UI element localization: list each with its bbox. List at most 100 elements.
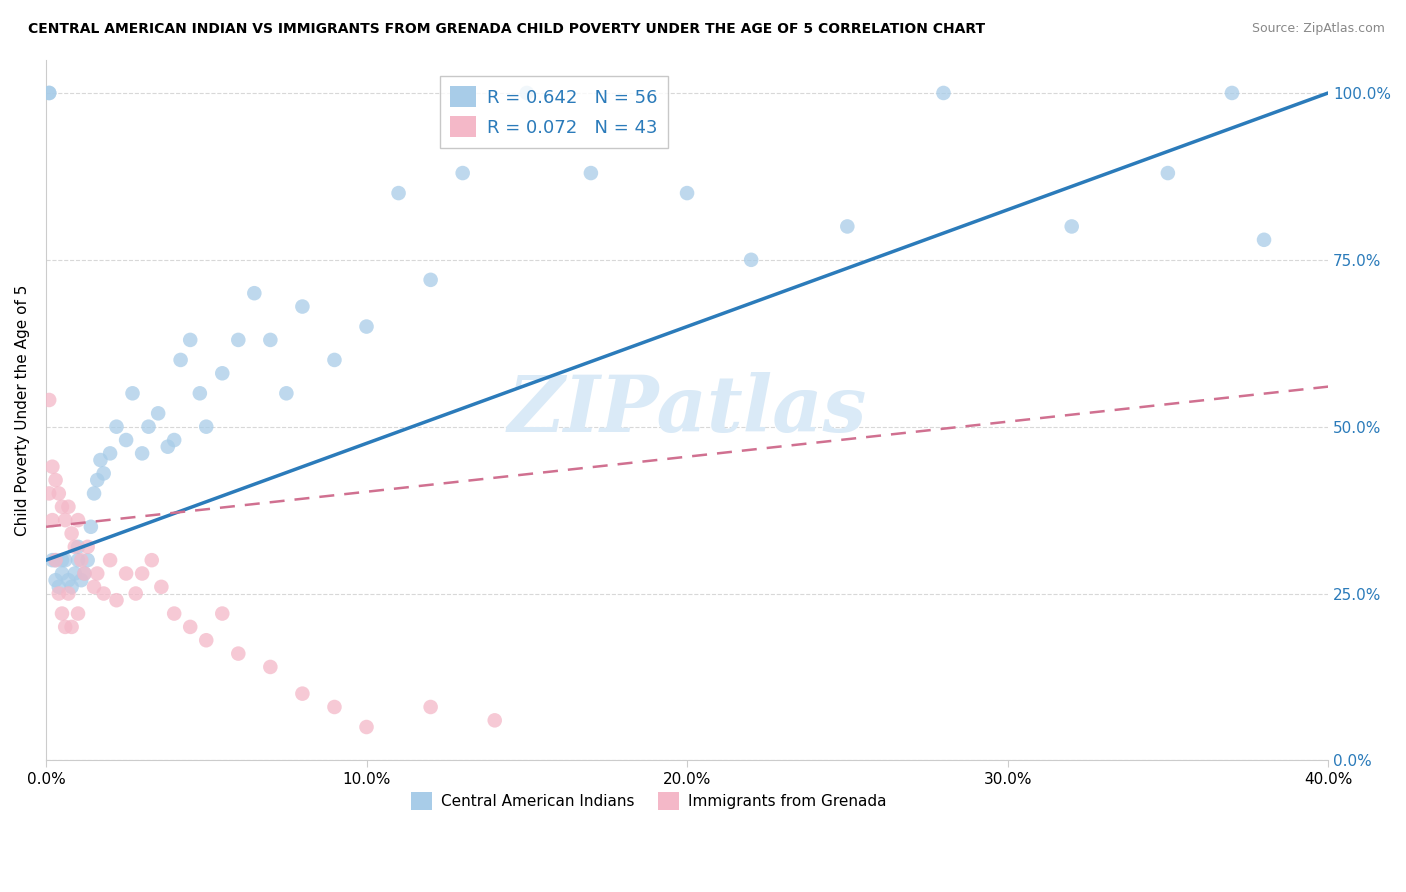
Point <box>86 566 108 581</box>
Point <box>60 620 83 634</box>
Point <box>179 333 201 347</box>
Point <box>66 607 89 621</box>
Point <box>115 566 138 581</box>
Point <box>259 333 281 347</box>
Point <box>53 553 76 567</box>
Point <box>53 620 76 634</box>
Point <box>291 300 314 314</box>
Point <box>105 593 128 607</box>
Point <box>138 419 160 434</box>
Point <box>89 453 111 467</box>
Point <box>51 607 73 621</box>
Point <box>259 660 281 674</box>
Point <box>66 513 89 527</box>
Point <box>63 540 86 554</box>
Point <box>48 486 70 500</box>
Text: ZIPatlas: ZIPatlas <box>508 372 866 449</box>
Point <box>41 513 63 527</box>
Point <box>484 714 506 728</box>
Point <box>83 486 105 500</box>
Point <box>60 526 83 541</box>
Point <box>141 553 163 567</box>
Point <box>188 386 211 401</box>
Point <box>579 166 602 180</box>
Point <box>45 553 67 567</box>
Point <box>211 366 233 380</box>
Point <box>93 467 115 481</box>
Point <box>48 586 70 600</box>
Point <box>323 700 346 714</box>
Point <box>80 520 103 534</box>
Point <box>41 553 63 567</box>
Point <box>1220 86 1243 100</box>
Point <box>276 386 298 401</box>
Point <box>48 580 70 594</box>
Point <box>356 319 378 334</box>
Point <box>243 286 266 301</box>
Point <box>76 540 98 554</box>
Point <box>195 419 218 434</box>
Point <box>45 573 67 587</box>
Point <box>45 553 67 567</box>
Point <box>83 580 105 594</box>
Point <box>419 700 441 714</box>
Point <box>93 586 115 600</box>
Point <box>163 607 186 621</box>
Point <box>38 86 60 100</box>
Point <box>121 386 143 401</box>
Point <box>226 333 249 347</box>
Point <box>1157 166 1180 180</box>
Point <box>169 353 191 368</box>
Point <box>63 566 86 581</box>
Point <box>66 553 89 567</box>
Point <box>131 446 153 460</box>
Point <box>195 633 218 648</box>
Point <box>150 580 173 594</box>
Point <box>115 433 138 447</box>
Point <box>38 392 60 407</box>
Point <box>58 586 80 600</box>
Point <box>60 580 83 594</box>
Point <box>51 500 73 514</box>
Point <box>41 459 63 474</box>
Point <box>76 553 98 567</box>
Point <box>156 440 179 454</box>
Point <box>51 553 73 567</box>
Text: CENTRAL AMERICAN INDIAN VS IMMIGRANTS FROM GRENADA CHILD POVERTY UNDER THE AGE O: CENTRAL AMERICAN INDIAN VS IMMIGRANTS FR… <box>28 22 986 37</box>
Point <box>58 573 80 587</box>
Point <box>356 720 378 734</box>
Point <box>86 473 108 487</box>
Point <box>70 573 93 587</box>
Point <box>740 252 762 267</box>
Point <box>146 406 169 420</box>
Point <box>226 647 249 661</box>
Point <box>1253 233 1275 247</box>
Point <box>323 353 346 368</box>
Point <box>419 273 441 287</box>
Point <box>451 166 474 180</box>
Point <box>105 419 128 434</box>
Text: Source: ZipAtlas.com: Source: ZipAtlas.com <box>1251 22 1385 36</box>
Point <box>837 219 859 234</box>
Point <box>38 86 60 100</box>
Point <box>131 566 153 581</box>
Point <box>73 566 96 581</box>
Point <box>291 687 314 701</box>
Point <box>125 586 148 600</box>
Point <box>73 566 96 581</box>
Point <box>38 486 60 500</box>
Point <box>932 86 955 100</box>
Point <box>70 553 93 567</box>
Point <box>1060 219 1083 234</box>
Point <box>163 433 186 447</box>
Legend: Central American Indians, Immigrants from Grenada: Central American Indians, Immigrants fro… <box>405 786 893 816</box>
Point <box>51 566 73 581</box>
Point <box>676 186 699 200</box>
Point <box>98 446 121 460</box>
Point <box>53 513 76 527</box>
Point <box>58 500 80 514</box>
Point <box>211 607 233 621</box>
Point <box>98 553 121 567</box>
Point <box>45 473 67 487</box>
Point <box>516 86 538 100</box>
